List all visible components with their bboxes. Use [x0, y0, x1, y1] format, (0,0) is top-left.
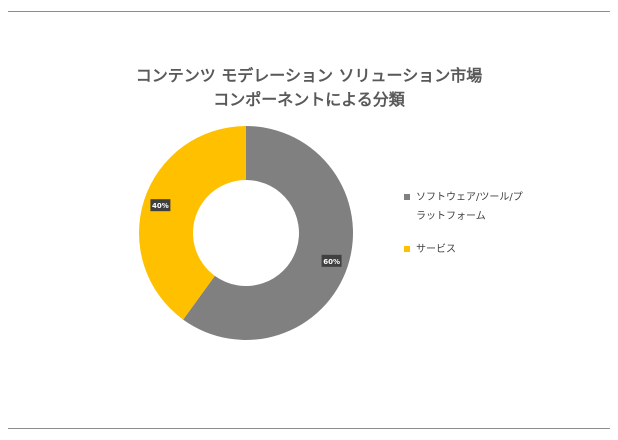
legend-item-software: ソフトウェア/ツール/プラットフォーム: [404, 188, 524, 226]
chart-title-block: コンテンツ モデレーション ソリューション市場 コンポーネントによる分類: [0, 64, 618, 112]
data-label-text-software: 60%: [323, 258, 340, 266]
legend-item-services: サービス: [404, 240, 524, 259]
chart-title: コンテンツ モデレーション ソリューション市場: [135, 66, 483, 85]
data-label-text-services: 40%: [152, 202, 169, 210]
legend-swatch-services: [404, 246, 410, 252]
top-divider: [8, 11, 610, 12]
data-label-software: 60%: [321, 254, 342, 267]
data-label-services: 40%: [150, 199, 171, 212]
slice-services: [139, 126, 246, 320]
legend-swatch-software: [404, 194, 410, 200]
bottom-divider: [8, 428, 610, 429]
slice-software: [183, 126, 353, 340]
chart-subtitle: コンポーネントによる分類: [213, 90, 405, 109]
chart-legend: ソフトウェア/ツール/プラットフォーム サービス: [404, 188, 524, 273]
legend-label-software: ソフトウェア/ツール/プラットフォーム: [416, 192, 523, 222]
legend-label-services: サービス: [416, 244, 456, 255]
